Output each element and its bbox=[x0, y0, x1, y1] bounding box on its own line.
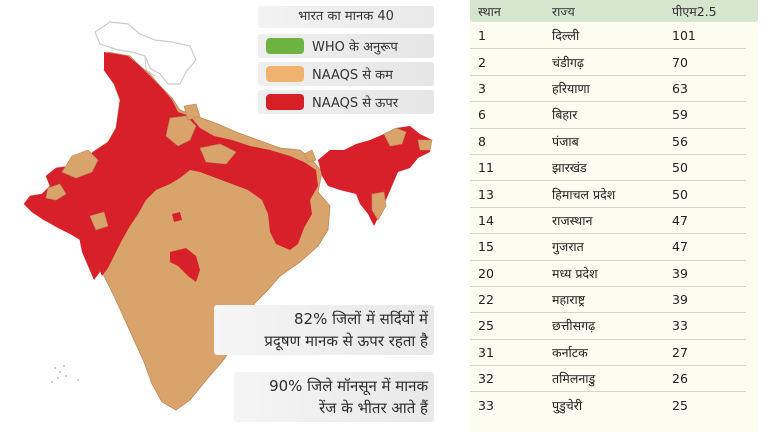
legend-swatch-orange bbox=[266, 66, 304, 82]
cell-state: तमिलनाडु bbox=[552, 371, 596, 387]
table-row: 2 चंडीगढ़ 70 bbox=[470, 49, 746, 76]
cell-rank: 8 bbox=[478, 133, 486, 149]
cell-pm25: 27 bbox=[672, 344, 688, 360]
cell-state: राजस्थान bbox=[552, 212, 593, 228]
lakshadweep-islands bbox=[51, 365, 79, 383]
cell-state: मध्य प्रदेश bbox=[552, 265, 598, 281]
legend-item-above-naaqs: NAAQS से ऊपर bbox=[258, 90, 434, 114]
cell-pm25: 59 bbox=[672, 107, 688, 123]
legend-item-who: WHO के अनुरूप bbox=[258, 34, 434, 58]
india-pollution-map bbox=[23, 21, 433, 411]
table-row: 14 राजस्थान 47 bbox=[470, 208, 746, 235]
table-row: 32 तमिलनाडु 26 bbox=[470, 366, 746, 393]
india-map-graphic bbox=[23, 21, 433, 411]
legend-label: WHO के अनुरूप bbox=[312, 40, 398, 55]
cell-rank: 31 bbox=[478, 344, 494, 360]
cell-pm25: 47 bbox=[672, 239, 688, 255]
cell-rank: 25 bbox=[478, 318, 494, 334]
note-line: 82% जिलों में सर्दियों में bbox=[294, 310, 428, 328]
cell-pm25: 39 bbox=[672, 292, 688, 308]
table-row: 22 महाराष्ट्र 39 bbox=[470, 287, 746, 314]
cell-state: गुजरात bbox=[552, 239, 584, 255]
map-legend: भारत का मानक 40 WHO के अनुरूप NAAQS से क… bbox=[258, 6, 434, 118]
header-pm25: पीएम2.5 bbox=[672, 3, 717, 19]
cell-pm25: 25 bbox=[672, 398, 688, 414]
legend-swatch-red bbox=[266, 94, 304, 110]
legend-swatch-green bbox=[266, 38, 304, 54]
cell-state: दिल्ली bbox=[552, 28, 580, 44]
cell-pm25: 26 bbox=[672, 371, 688, 387]
table-row: 31 कर्नाटक 27 bbox=[470, 340, 746, 367]
legend-label: NAAQS से कम bbox=[312, 68, 393, 83]
cell-state: झारखंड bbox=[552, 160, 587, 176]
cell-rank: 3 bbox=[478, 80, 486, 96]
cell-rank: 14 bbox=[478, 212, 494, 228]
table-row: 11 झारखंड 50 bbox=[470, 155, 746, 182]
cell-pm25: 47 bbox=[672, 212, 688, 228]
note-monsoon: 90% जिले मॉनसून में मानक रेंज के भीतर आत… bbox=[234, 372, 434, 422]
cell-rank: 32 bbox=[478, 371, 494, 387]
cell-pm25: 50 bbox=[672, 186, 688, 202]
note-line: रेंज के भीतर आते हैं bbox=[319, 399, 428, 417]
cell-state: छत्तीसगढ़ bbox=[552, 318, 596, 334]
cell-state: हरियाणा bbox=[552, 80, 590, 96]
cell-state: महाराष्ट्र bbox=[552, 292, 586, 308]
cell-state: चंडीगढ़ bbox=[552, 54, 584, 70]
header-rank: स्थान bbox=[478, 3, 501, 19]
cell-rank: 6 bbox=[478, 107, 486, 123]
cell-state: पुडुचेरी bbox=[552, 398, 583, 414]
cell-pm25: 56 bbox=[672, 133, 688, 149]
jammu-kashmir-outline bbox=[94, 21, 197, 85]
note-line: प्रदूषण मानक से ऊपर रहता है bbox=[264, 332, 428, 350]
cell-state: पंजाब bbox=[552, 133, 579, 149]
cell-rank: 33 bbox=[478, 398, 494, 414]
cell-rank: 11 bbox=[478, 160, 494, 176]
cell-rank: 2 bbox=[478, 54, 486, 70]
cell-rank: 1 bbox=[478, 28, 486, 44]
legend-label: NAAQS से ऊपर bbox=[312, 96, 399, 111]
cell-pm25: 39 bbox=[672, 265, 688, 281]
cell-rank: 15 bbox=[478, 239, 494, 255]
cell-rank: 13 bbox=[478, 186, 494, 202]
legend-item-below-naaqs: NAAQS से कम bbox=[258, 62, 434, 86]
legend-title: भारत का मानक 40 bbox=[258, 6, 434, 28]
cell-pm25: 101 bbox=[672, 28, 696, 44]
table-row: 20 मध्य प्रदेश 39 bbox=[470, 261, 746, 287]
table-row: 15 गुजरात 47 bbox=[470, 234, 746, 261]
table-row: 13 हिमाचल प्रदेश 50 bbox=[470, 181, 746, 208]
india-region-above-naaqs-northeast bbox=[318, 126, 432, 226]
table-header: स्थान राज्य पीएम2.5 bbox=[470, 0, 758, 22]
cell-state: हिमाचल प्रदेश bbox=[552, 186, 616, 202]
state-ranking-table: स्थान राज्य पीएम2.5 1 दिल्ली 101 2 चंडीगढ़ 7… bbox=[470, 0, 758, 432]
table-row: 25 छत्तीसगढ़ 33 bbox=[470, 313, 746, 340]
table-body: 1 दिल्ली 101 2 चंडीगढ़ 70 3 हरियाणा 63 6 बिहार 5… bbox=[470, 22, 758, 419]
header-state: राज्य bbox=[552, 3, 575, 19]
cell-pm25: 63 bbox=[672, 80, 688, 96]
cell-pm25: 33 bbox=[672, 318, 688, 334]
table-row: 8 पंजाब 56 bbox=[470, 129, 746, 155]
cell-rank: 20 bbox=[478, 265, 494, 281]
cell-state: कर्नाटक bbox=[552, 344, 588, 360]
table-row: 6 बिहार 59 bbox=[470, 102, 746, 129]
table-row: 1 दिल्ली 101 bbox=[470, 23, 746, 50]
cell-pm25: 50 bbox=[672, 160, 688, 176]
note-winter-pollution: 82% जिलों में सर्दियों में प्रदूषण मानक … bbox=[214, 305, 434, 355]
cell-pm25: 70 bbox=[672, 54, 688, 70]
cell-rank: 22 bbox=[478, 292, 494, 308]
table-row: 3 हरियाणा 63 bbox=[470, 76, 746, 103]
note-line: 90% जिले मॉनसून में मानक bbox=[269, 377, 428, 395]
table-row: 33 पुडुचेरी 25 bbox=[470, 392, 746, 418]
cell-state: बिहार bbox=[552, 107, 578, 123]
